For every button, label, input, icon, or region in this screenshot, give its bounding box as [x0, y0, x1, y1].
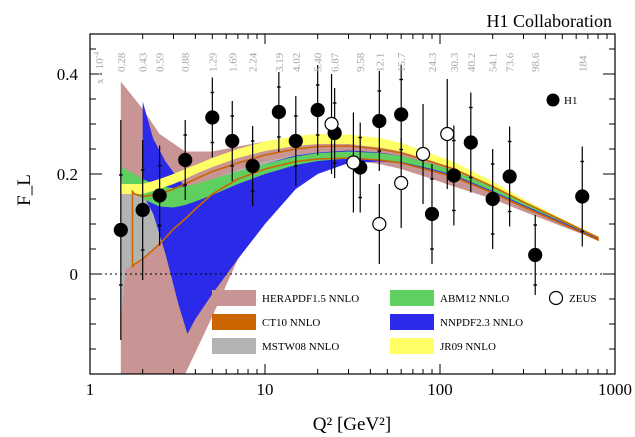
plot-frame [89, 33, 616, 375]
zeus-point [394, 138, 409, 228]
band-ct10-nnlo [131, 145, 599, 269]
h1-point [310, 65, 325, 155]
y-tick-label: 0 [70, 265, 79, 284]
x-bjorken-label: 9.58 [355, 52, 367, 72]
zeus-point [415, 104, 431, 204]
h1-point [575, 146, 590, 247]
legend-label: MSTW08 NNLO [262, 341, 339, 353]
y-tick-label: 0.4 [57, 65, 79, 84]
zeus-point [346, 112, 361, 213]
x-bjorken-label: 0.43 [138, 52, 150, 72]
x-bjorken-label: 15.7 [396, 52, 408, 72]
h1-point [135, 140, 150, 280]
legend-item-herapdf1-5-nnlo: HERAPDF1.5 NNLO [212, 290, 359, 306]
legend-item-h1: H1 [546, 93, 577, 107]
x-bjorken-label: 6.87 [330, 52, 342, 72]
h1-point [205, 77, 220, 158]
h1-point [485, 149, 500, 249]
band-nnpdf2-3-nnlo [142, 101, 598, 334]
legend-label: ZEUS [569, 293, 597, 305]
legend-swatch [390, 314, 434, 330]
h1-point [152, 145, 167, 246]
legend-item-jr09-nnlo: JR09 NNLO [390, 338, 496, 354]
x-tick-label: 1000 [598, 380, 632, 399]
legend-item-zeus: ZEUS [548, 290, 597, 306]
h1-point [372, 71, 387, 171]
legend-swatch [390, 290, 434, 306]
x-bjorken-label: 0.88 [180, 52, 192, 72]
x-bjorken-label: 0.28 [116, 52, 128, 72]
x-bjorken-label: 54.1 [488, 53, 500, 72]
x-bjorken-label: 40.2 [466, 53, 478, 72]
legend-label: JR09 NNLO [440, 341, 496, 353]
legend-swatch [390, 338, 434, 354]
legend-label: HERAPDF1.5 NNLO [262, 293, 359, 305]
h1-point [225, 101, 240, 181]
legend-label: ABM12 NNLO [440, 293, 509, 305]
band-abm12-nnlo [120, 151, 599, 239]
x-bjorken-label: 73.6 [505, 52, 517, 72]
zeus-point [440, 79, 455, 189]
legend-label: NNPDF2.3 NNLO [440, 317, 523, 329]
legend-label: CT10 NNLO [262, 317, 320, 329]
x-bjorken-label: 1.69 [227, 52, 239, 72]
x-bjorken-label: 184 [577, 55, 589, 72]
y-tick-label: 0.2 [57, 165, 78, 184]
h1-point [424, 164, 440, 264]
legend-swatch [212, 338, 256, 354]
legend-item-mstw08-nnlo: MSTW08 NNLO [212, 338, 339, 354]
y-axis-label: F_L [14, 174, 35, 206]
h1-point [528, 215, 543, 295]
x-bjorken-prefix: x · 10-4 [92, 52, 106, 84]
h1-point [271, 72, 286, 152]
x-tick-label: 100 [427, 380, 453, 399]
h1-point [113, 120, 128, 340]
x-tick-label: 1 [86, 380, 95, 399]
x-bjorken-label: 30.3 [449, 52, 461, 72]
legend-marker [548, 290, 564, 306]
h1-point [502, 126, 517, 227]
zeus-point [324, 74, 339, 174]
x-bjorken-label: 2.24 [248, 52, 260, 72]
legend-label: H1 [564, 95, 577, 107]
x-bjorken-label: 12.1 [374, 53, 386, 72]
legend-item-nnpdf2-3-nnlo: NNPDF2.3 NNLO [390, 314, 523, 330]
legend-swatch [212, 314, 256, 330]
legend-swatch [212, 290, 256, 306]
h1-point [245, 126, 260, 206]
x-bjorken-label: 5.40 [313, 52, 325, 72]
legend-marker [546, 93, 560, 107]
x-bjorken-label: 24.3 [427, 52, 439, 72]
x-bjorken-label: 98.6 [530, 52, 542, 72]
legend-item-abm12-nnlo: ABM12 NNLO [390, 290, 509, 306]
zeus-point [372, 184, 387, 264]
legend-item-ct10-nnlo: CT10 NNLO [212, 314, 320, 330]
h1-point [178, 120, 193, 200]
h1-point [446, 125, 461, 226]
x-axis-label: Q² [GeV²] [313, 414, 391, 435]
x-bjorken-label: 0.59 [155, 52, 167, 72]
h1-point [463, 92, 478, 193]
x-bjorken-label: 3.19 [274, 52, 286, 72]
x-bjorken-label: 1.29 [207, 52, 219, 72]
x-tick-label: 10 [257, 380, 274, 399]
h1-point [288, 96, 303, 186]
x-bjorken-label: 4.02 [291, 53, 303, 72]
chart-title: H1 Collaboration [487, 11, 612, 31]
